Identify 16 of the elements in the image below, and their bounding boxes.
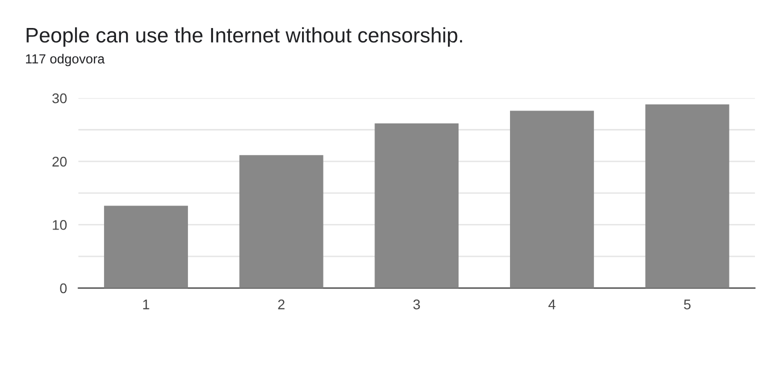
x-tick-label: 3 — [413, 300, 420, 310]
bar — [239, 155, 324, 288]
bar — [374, 123, 459, 288]
y-tick-label: 0 — [60, 283, 67, 294]
bar — [104, 206, 188, 288]
chart-subtitle: 117 odgovora — [26, 54, 105, 66]
chart-title: People can use the Internet without censorship. — [26, 27, 462, 47]
y-tick-label: 20 — [52, 156, 67, 167]
bar — [510, 110, 594, 288]
bar — [645, 104, 730, 288]
y-tick-label: 30 — [52, 93, 67, 104]
x-tick-label: 5 — [684, 300, 691, 310]
x-tick-label: 2 — [278, 300, 284, 310]
y-tick-label: 10 — [52, 220, 67, 230]
x-tick-label: 1 — [143, 300, 150, 310]
x-tick-label: 4 — [548, 300, 556, 310]
